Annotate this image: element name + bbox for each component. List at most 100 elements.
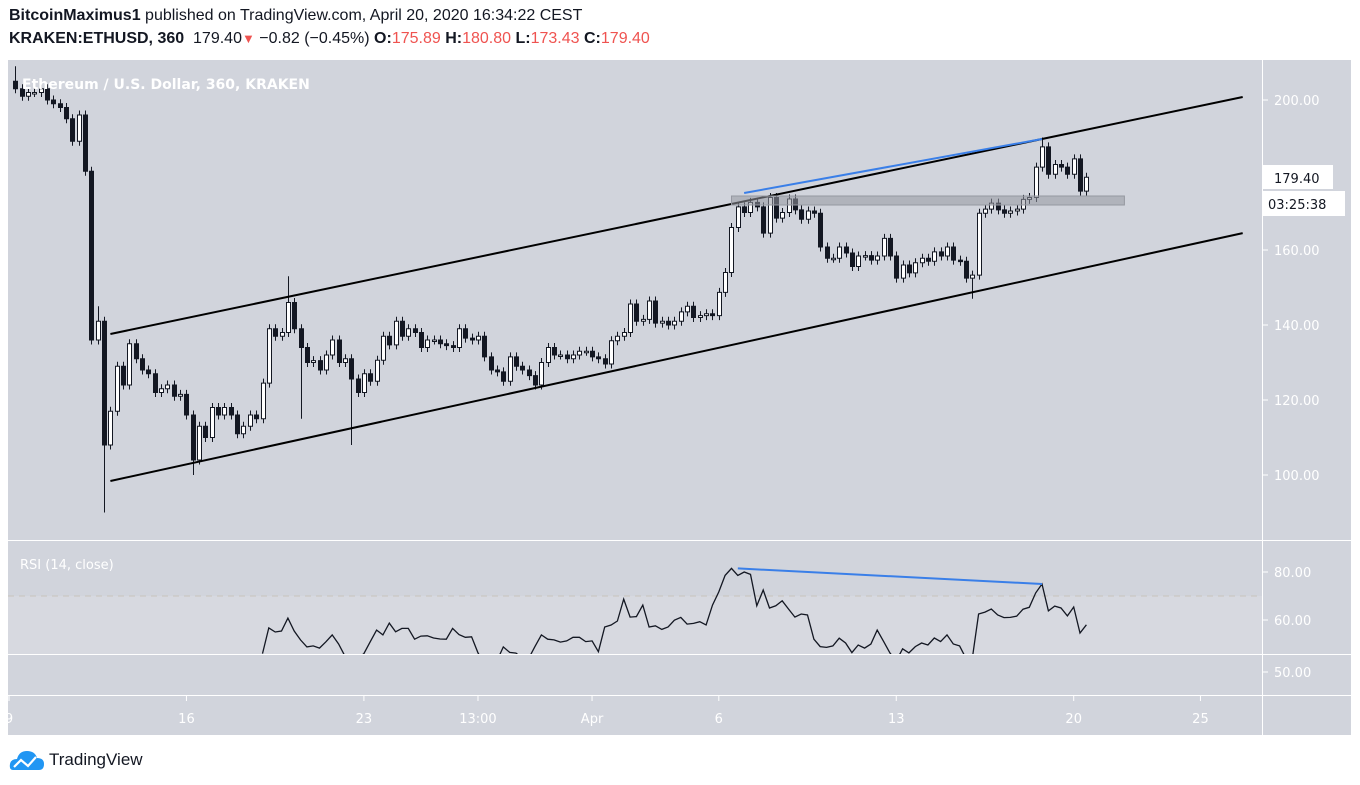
symbol-label[interactable]: KRAKEN:ETHUSD, 360 xyxy=(9,30,185,47)
candle xyxy=(1002,205,1007,218)
candle xyxy=(26,88,31,101)
open-value: 175.89 xyxy=(391,30,441,47)
candle-body-up xyxy=(723,272,728,293)
time-tick-label: Apr xyxy=(581,712,604,727)
candle xyxy=(64,103,69,124)
candle-body-up xyxy=(261,382,266,420)
candle xyxy=(267,324,272,388)
candle xyxy=(89,166,94,345)
candle-body-down xyxy=(463,328,468,339)
candle xyxy=(134,339,139,364)
candle xyxy=(863,251,868,261)
candle xyxy=(926,253,931,266)
candle-body-down xyxy=(13,80,18,90)
candle-body-up xyxy=(863,255,868,258)
candle xyxy=(451,341,456,352)
candle-body-up xyxy=(39,88,44,93)
candle-body-up xyxy=(932,251,937,262)
close-value: 179.40 xyxy=(600,30,650,47)
candle-body-down xyxy=(489,356,494,371)
candle xyxy=(178,389,183,401)
candle xyxy=(32,88,37,97)
candle xyxy=(615,331,620,346)
candle-body-up xyxy=(96,320,101,341)
author-name[interactable]: BitcoinMaximus1 xyxy=(9,7,141,24)
candle xyxy=(1008,206,1013,218)
candle-body-up xyxy=(831,257,836,261)
candle xyxy=(1072,154,1077,179)
candle xyxy=(679,307,684,326)
candle-body-down xyxy=(470,337,475,341)
candle-body-down xyxy=(140,358,145,371)
candle xyxy=(552,343,557,360)
candle xyxy=(634,299,639,326)
candle xyxy=(337,335,342,367)
candle xyxy=(514,352,519,371)
close-label: C: xyxy=(584,30,601,47)
candle xyxy=(1046,142,1051,179)
candle xyxy=(222,403,227,420)
candle xyxy=(184,389,189,420)
candle xyxy=(958,255,963,266)
candle xyxy=(83,110,88,176)
candle xyxy=(470,333,475,345)
candle-body-up xyxy=(476,335,481,341)
candle xyxy=(729,223,734,277)
tradingview-logo[interactable]: TradingView xyxy=(9,748,143,772)
candle xyxy=(1084,172,1089,196)
time-tick-label: 6 xyxy=(715,712,723,727)
candle xyxy=(299,324,304,419)
candle-body-up xyxy=(920,257,925,264)
candle xyxy=(324,350,329,375)
candle-body-down xyxy=(501,371,506,382)
candle xyxy=(825,242,830,263)
candle-body-up xyxy=(1072,158,1077,175)
candle xyxy=(533,371,538,390)
candle-body-down xyxy=(533,375,538,386)
candle xyxy=(780,208,785,223)
candle xyxy=(39,84,44,97)
candle xyxy=(330,335,335,360)
candle xyxy=(546,343,551,367)
candle-body-up xyxy=(26,92,31,97)
candle xyxy=(939,247,944,261)
candle-body-up xyxy=(222,407,227,416)
candle-body-up xyxy=(736,206,741,228)
candle xyxy=(539,358,544,390)
candle-body-up xyxy=(685,305,690,313)
price-tick-label: 140.00 xyxy=(1274,319,1320,334)
candle xyxy=(666,316,671,330)
candle-body-down xyxy=(812,210,817,214)
candle xyxy=(406,324,411,341)
candle-body-up xyxy=(108,410,113,446)
chart-legend[interactable]: Ethereum / U.S. Dollar, 360, KRAKEN xyxy=(22,77,310,93)
price-tick-label: 200.00 xyxy=(1274,94,1320,109)
candle-body-down xyxy=(451,345,456,348)
candle-body-down xyxy=(552,347,557,356)
price-drawings[interactable] xyxy=(110,96,1243,482)
candle-body-up xyxy=(197,425,202,461)
candle-body-up xyxy=(970,274,975,279)
candle-body-up xyxy=(394,320,399,346)
candle xyxy=(685,301,690,317)
candle xyxy=(254,410,259,424)
candle-body-down xyxy=(710,313,715,317)
candle xyxy=(146,365,151,379)
candle-body-up xyxy=(856,255,861,267)
candle xyxy=(609,336,614,369)
candle xyxy=(273,324,278,341)
candle xyxy=(457,324,462,352)
candle xyxy=(413,324,418,337)
candle xyxy=(977,208,982,280)
candle-body-down xyxy=(520,365,525,371)
candle-body-up xyxy=(1040,146,1045,168)
candle-body-up xyxy=(1053,164,1058,175)
candle-body-up xyxy=(945,246,950,257)
candle xyxy=(901,260,906,283)
candle-body-up xyxy=(330,339,335,356)
candle xyxy=(368,369,373,386)
candle xyxy=(628,299,633,337)
candle-body-up xyxy=(210,407,215,438)
rsi-legend[interactable]: RSI (14, close) xyxy=(20,558,114,573)
